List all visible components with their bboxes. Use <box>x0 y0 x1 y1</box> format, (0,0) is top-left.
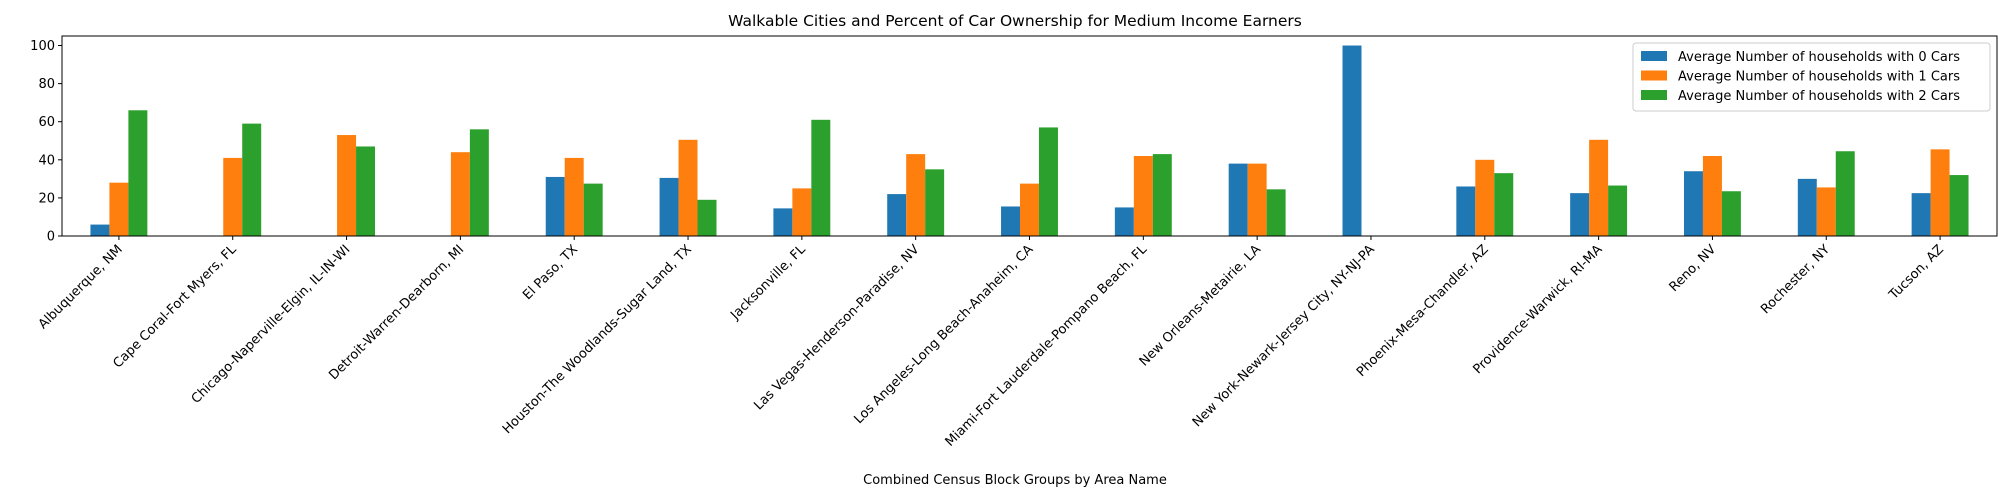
bar-series-0-13 <box>1570 193 1590 236</box>
legend: Average Number of households with 0 Cars… <box>1632 42 1991 112</box>
bar-series-1-7 <box>906 154 926 236</box>
bar-series-2-12 <box>1494 173 1514 236</box>
y-tick-label-5: 100 <box>30 39 55 54</box>
bar-series-1-0 <box>109 182 129 236</box>
y-tick-label-2: 40 <box>38 153 55 168</box>
x-tick-label-5: Houston-The Woodlands-Sugar Land, TX <box>500 242 695 437</box>
x-tick-label-0: Albuquerque, NM <box>36 242 126 332</box>
x-tick-label-9: Miami-Fort Lauderdale-Pompano Beach, FL <box>943 242 1151 450</box>
x-tick-label-6: Jacksonville, FL <box>727 242 809 324</box>
bar-series-1-10 <box>1247 163 1267 236</box>
y-tick-label-4: 80 <box>38 77 55 92</box>
bar-series-0-8 <box>1001 206 1021 236</box>
x-tick-label-3: Detroit-Warren-Dearborn, MI <box>326 242 467 383</box>
legend-swatch-1 <box>1641 70 1667 81</box>
x-tick-label-12: Phoenix-Mesa-Chandler, AZ <box>1354 242 1492 380</box>
bar-series-0-4 <box>545 176 565 236</box>
bar-series-0-16 <box>1911 193 1931 236</box>
y-axis: 0 20 40 60 80 100 <box>30 39 62 245</box>
bar-series-1-15 <box>1816 187 1836 236</box>
bar-series-1-2 <box>337 135 357 236</box>
bar-series-1-14 <box>1702 156 1722 236</box>
legend-swatch-0 <box>1641 51 1667 61</box>
bar-series-0-10 <box>1228 163 1248 236</box>
bar-series-1-16 <box>1930 149 1950 236</box>
legend-swatch-2 <box>1641 90 1667 100</box>
legend-label-0: Average Number of households with 0 Cars <box>1678 50 1960 65</box>
chart-title: Walkable Cities and Percent of Car Owner… <box>728 12 1302 30</box>
bar-series-1-3 <box>450 152 470 236</box>
x-axis-label: Combined Census Block Groups by Area Nam… <box>863 473 1167 488</box>
x-tick-label-10: New Orleans-Metairie, LA <box>1137 242 1264 369</box>
x-tick-label-14: Reno, NV <box>1667 242 1720 295</box>
bar-series-2-13 <box>1608 185 1628 236</box>
x-tick-label-4: El Paso, TX <box>520 242 581 303</box>
bar-series-1-1 <box>223 157 243 236</box>
x-tick-label-16: Tucson, AZ <box>1886 242 1947 303</box>
bar-series-0-15 <box>1797 178 1817 236</box>
bars-group <box>90 45 1969 237</box>
bar-series-0-11 <box>1342 45 1362 237</box>
bar-series-2-10 <box>1266 189 1286 236</box>
bar-series-0-9 <box>1114 207 1134 236</box>
bar-series-2-6 <box>811 119 831 236</box>
bar-series-1-6 <box>792 188 812 236</box>
bar-series-2-0 <box>128 110 148 236</box>
x-tick-label-15: Rochester, NY <box>1758 242 1833 317</box>
bar-series-2-7 <box>925 169 945 236</box>
bar-series-2-5 <box>697 199 717 236</box>
bar-series-2-15 <box>1835 151 1855 236</box>
x-tick-label-1: Cape Coral-Fort Myers, FL <box>110 242 240 372</box>
bar-series-2-1 <box>242 123 262 236</box>
bar-series-1-4 <box>564 157 584 236</box>
y-tick-label-0: 0 <box>47 230 55 245</box>
bar-series-0-7 <box>887 194 907 236</box>
bar-series-2-16 <box>1949 175 1969 236</box>
bar-series-0-0 <box>90 224 110 236</box>
bar-series-1-8 <box>1020 183 1039 236</box>
bar-series-1-12 <box>1475 159 1495 236</box>
legend-box <box>1632 42 1991 112</box>
bar-series-2-14 <box>1721 191 1741 236</box>
bar-series-1-9 <box>1133 156 1153 236</box>
bar-series-2-4 <box>583 183 603 236</box>
bar-series-0-12 <box>1456 186 1476 236</box>
bar-series-0-14 <box>1683 171 1703 236</box>
legend-label-1: Average Number of households with 1 Cars <box>1678 70 1960 85</box>
x-tick-label-8: Los Angeles-Long Beach-Anaheim, CA <box>851 242 1036 427</box>
y-tick-label-3: 60 <box>38 115 55 130</box>
bar-series-2-9 <box>1152 154 1172 236</box>
bar-series-2-8 <box>1038 127 1058 236</box>
bar-series-1-5 <box>678 139 698 236</box>
bar-series-0-5 <box>659 177 679 236</box>
bar-series-2-3 <box>469 129 489 236</box>
bar-series-2-2 <box>356 146 376 236</box>
legend-label-2: Average Number of households with 2 Cars <box>1678 89 1960 104</box>
x-tick-label-13: Providence-Warwick, RI-MA <box>1470 242 1605 377</box>
bar-series-0-6 <box>773 208 793 236</box>
x-tick-label-11: New York-Newark-Jersey City, NY-NJ-PA <box>1190 242 1378 430</box>
y-tick-label-1: 20 <box>38 191 55 206</box>
bar-series-1-13 <box>1589 139 1609 236</box>
